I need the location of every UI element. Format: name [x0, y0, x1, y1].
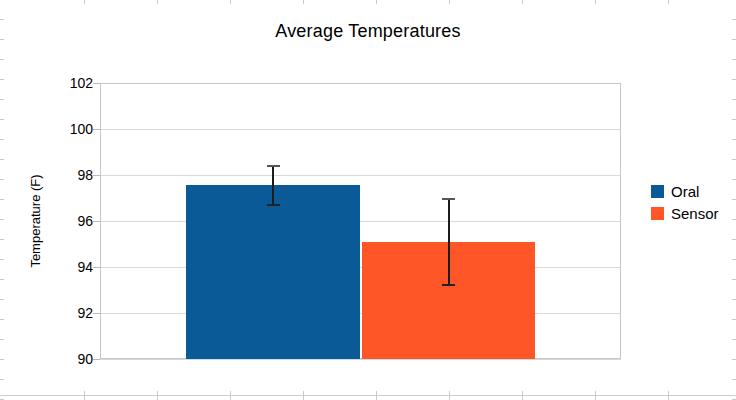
- error-bar-cap-top: [267, 165, 280, 167]
- legend-item-sensor[interactable]: Sensor: [651, 202, 719, 224]
- error-bar-sensor: [448, 199, 450, 285]
- chart-object[interactable]: Average Temperatures Temperature (F) 102…: [0, 0, 736, 394]
- legend-swatch-sensor: [651, 207, 664, 220]
- spreadsheet-row-line: [0, 395, 736, 396]
- legend-label: Sensor: [671, 205, 719, 222]
- error-bar-cap-bottom: [442, 284, 455, 286]
- bars-layer: [0, 0, 736, 394]
- error-bar-cap-bottom: [267, 204, 280, 206]
- legend-swatch-oral: [651, 185, 664, 198]
- error-bar-oral: [272, 166, 274, 205]
- legend[interactable]: Oral Sensor: [651, 180, 719, 224]
- legend-label: Oral: [671, 183, 699, 200]
- error-bar-cap-top: [442, 198, 455, 200]
- bar-oral[interactable]: [186, 185, 360, 359]
- legend-item-oral[interactable]: Oral: [651, 180, 719, 202]
